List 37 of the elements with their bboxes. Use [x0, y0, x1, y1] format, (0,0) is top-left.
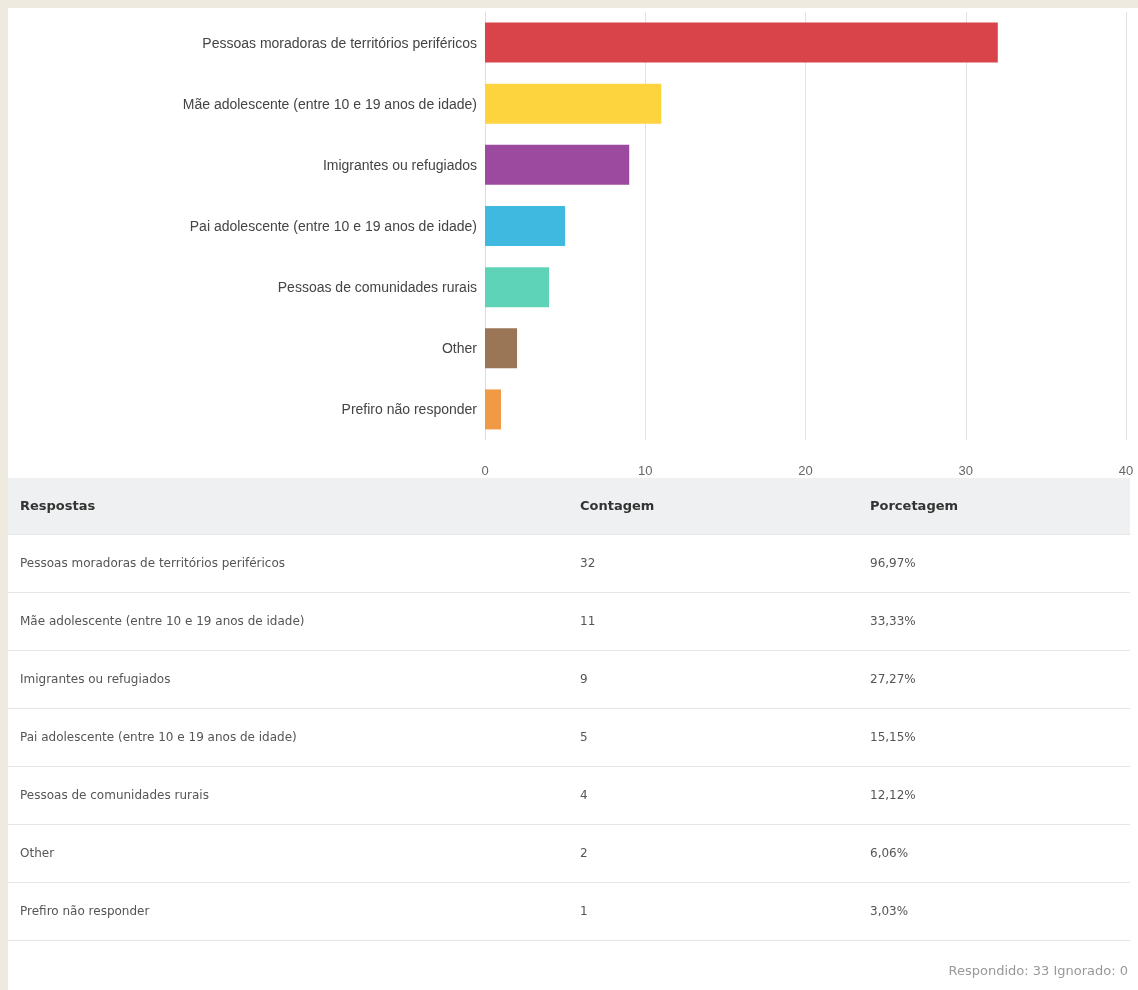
category-label: Mãe adolescente (entre 10 e 19 anos de idade) [20, 614, 305, 628]
category-label: Other [20, 846, 55, 860]
text: 5 [568, 708, 858, 766]
text: 11 [568, 592, 858, 650]
text: 9 [568, 650, 858, 708]
category-label: Imigrantes ou refugiados [20, 672, 171, 686]
x-tick-label: 10 [638, 463, 653, 478]
category-label: Prefiro não responder [20, 904, 150, 918]
y-tick-label: Prefiro não responder [341, 401, 478, 418]
text: 33,33% [858, 592, 1130, 650]
x-tick-label: 30 [958, 463, 973, 478]
category-label: Pessoas de comunidades rurais [20, 788, 209, 802]
y-tick-label: Pessoas moradoras de territórios periféricos [202, 34, 477, 51]
text: 12,12% [858, 766, 1130, 824]
text: Porcetagem [858, 478, 1130, 534]
text: 27,27% [858, 650, 1130, 708]
text: Respostas [8, 478, 568, 534]
text: 15,15% [858, 708, 1130, 766]
x-tick-label: 40 [1118, 463, 1134, 478]
category-label: Pai adolescente (entre 10 e 19 anos de idade) [20, 730, 297, 744]
text: Respondido: 33 Ignorado: 0 [947, 961, 1129, 978]
text: 32 [568, 534, 858, 592]
x-tick-label: 20 [798, 463, 813, 478]
category-label: Pessoas moradoras de territórios periféricos [20, 556, 286, 570]
text: 2 [568, 824, 858, 882]
x-tick-label: 0 [481, 463, 489, 478]
text: 6,06% [858, 824, 1130, 882]
text: 3,03% [858, 882, 1130, 940]
y-tick-label: Pessoas de comunidades rurais [277, 279, 477, 296]
text: 1 [568, 882, 858, 940]
text: Contagem [568, 478, 858, 534]
y-tick-label: Mãe adolescente (entre 10 e 19 anos de idade) [182, 95, 477, 112]
text: 96,97% [858, 534, 1130, 592]
y-tick-label: Imigrantes ou refugiados [322, 156, 477, 173]
y-tick-label: Pai adolescente (entre 10 e 19 anos de idade) [189, 218, 477, 234]
text: 4 [568, 766, 858, 824]
y-tick-label: Other [441, 340, 478, 357]
